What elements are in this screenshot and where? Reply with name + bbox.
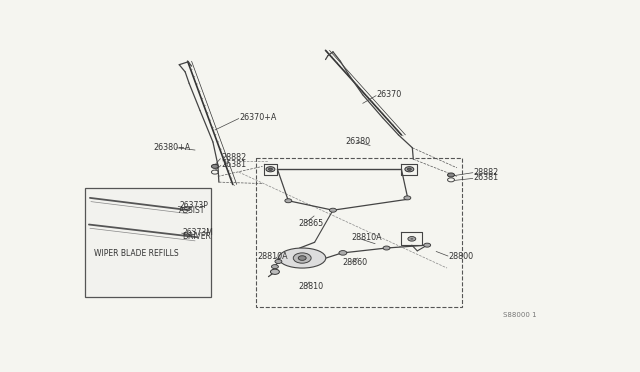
Circle shape bbox=[408, 237, 416, 241]
Text: 26373P: 26373P bbox=[179, 201, 208, 210]
Text: 26381: 26381 bbox=[474, 173, 499, 182]
Circle shape bbox=[330, 208, 337, 212]
Text: 28882: 28882 bbox=[474, 168, 499, 177]
Text: WIPER BLADE REFILLS: WIPER BLADE REFILLS bbox=[94, 248, 179, 258]
Ellipse shape bbox=[278, 248, 326, 268]
Circle shape bbox=[293, 253, 311, 263]
Text: 28810A: 28810A bbox=[257, 252, 288, 261]
Text: S88000 1: S88000 1 bbox=[502, 312, 536, 318]
Text: 26380: 26380 bbox=[346, 137, 371, 146]
Text: 28800: 28800 bbox=[448, 251, 473, 260]
Text: 26381: 26381 bbox=[222, 160, 247, 169]
Circle shape bbox=[275, 260, 282, 263]
Text: DRIVER: DRIVER bbox=[182, 232, 211, 241]
Text: 26370+A: 26370+A bbox=[240, 113, 277, 122]
Text: 26373M: 26373M bbox=[182, 228, 213, 237]
Text: 26380+A: 26380+A bbox=[154, 143, 191, 152]
Text: ASSIST: ASSIST bbox=[179, 206, 205, 215]
Bar bbox=[85, 188, 211, 297]
Circle shape bbox=[410, 238, 413, 240]
Circle shape bbox=[285, 199, 292, 203]
Circle shape bbox=[266, 167, 275, 172]
Circle shape bbox=[211, 164, 218, 169]
Text: 28810A: 28810A bbox=[352, 234, 383, 243]
Circle shape bbox=[383, 246, 390, 250]
Text: 28882: 28882 bbox=[221, 153, 246, 162]
Text: 26370: 26370 bbox=[376, 90, 402, 99]
Circle shape bbox=[271, 269, 280, 275]
Circle shape bbox=[271, 264, 278, 269]
Circle shape bbox=[404, 196, 411, 200]
Circle shape bbox=[447, 173, 454, 177]
Text: 28865: 28865 bbox=[298, 219, 323, 228]
Circle shape bbox=[298, 256, 306, 260]
Circle shape bbox=[408, 168, 412, 170]
Text: 28860: 28860 bbox=[342, 259, 367, 267]
Text: 28810: 28810 bbox=[298, 282, 323, 291]
Circle shape bbox=[405, 167, 414, 172]
Circle shape bbox=[424, 243, 431, 247]
Circle shape bbox=[339, 251, 347, 255]
Circle shape bbox=[269, 168, 273, 170]
Bar bbox=[256, 158, 462, 307]
